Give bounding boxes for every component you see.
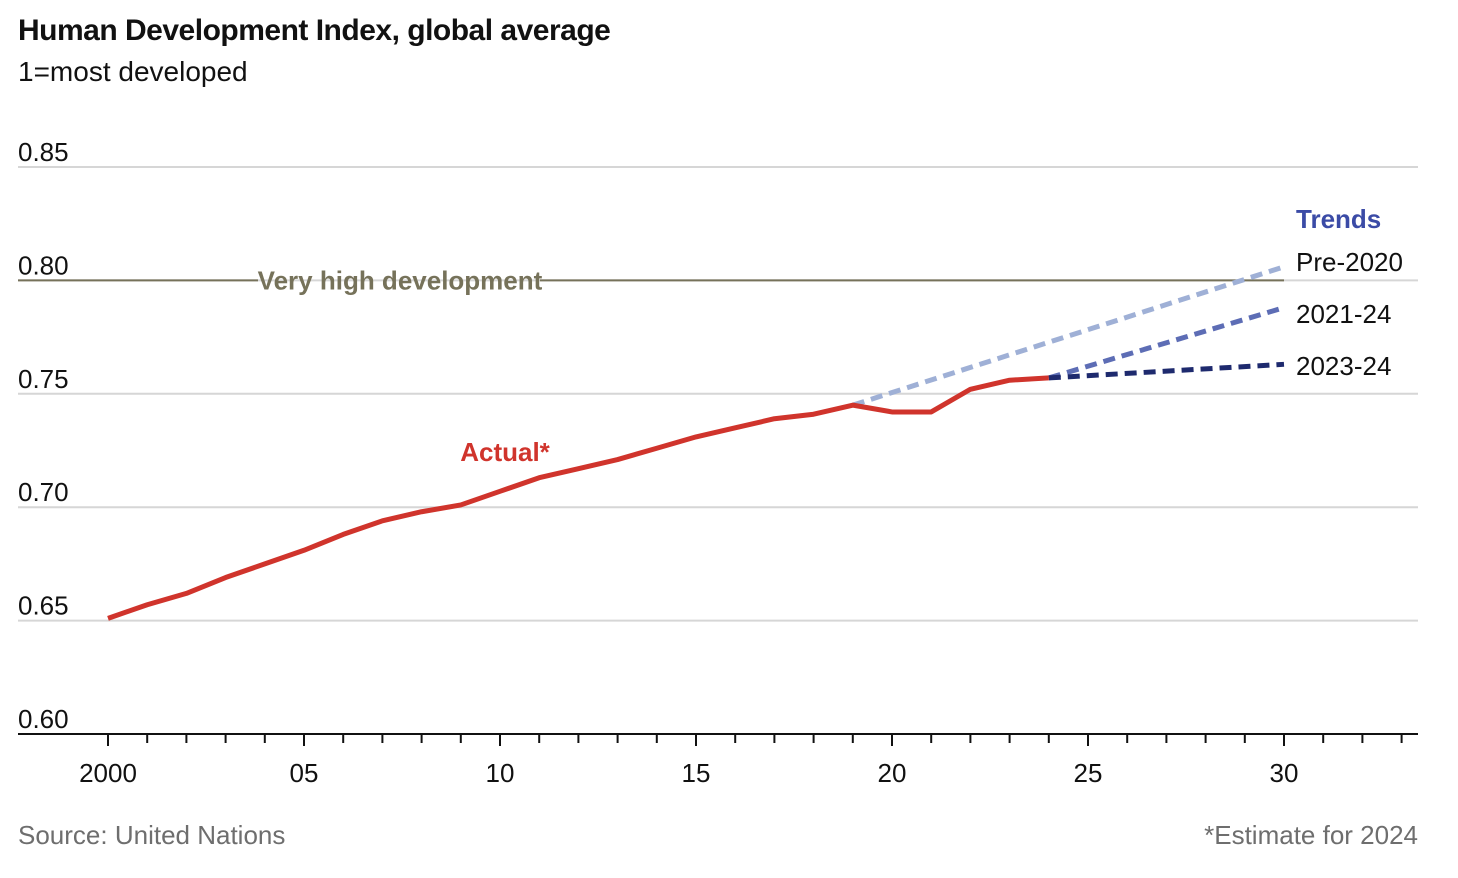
series-group — [107, 264, 1285, 621]
y-axis-labels: 0.85 0.80 0.75 0.70 0.65 0.60 — [18, 137, 69, 734]
y-tick-label: 0.75 — [18, 364, 69, 394]
trend-series-label: 2021-24 — [1296, 299, 1391, 329]
trend-line — [1048, 305, 1285, 381]
x-tick-label: 15 — [682, 758, 711, 788]
reference-line-label: Very high development — [258, 265, 543, 295]
series-labels: Actual* Trends Pre-2020 2021-24 2023-24 — [460, 204, 1403, 467]
gridlines — [18, 166, 1418, 622]
y-tick-label: 0.85 — [18, 137, 69, 167]
trend-series-label: Pre-2020 — [1296, 247, 1403, 277]
x-tick-label: 20 — [878, 758, 907, 788]
y-tick-label: 0.80 — [18, 250, 69, 280]
chart-subtitle: 1=most developed — [18, 56, 248, 87]
trend-line — [852, 264, 1285, 408]
source-note: Source: United Nations — [18, 820, 286, 850]
x-tick-label: 2000 — [79, 758, 137, 788]
reference-line-group: Very high development — [18, 265, 1284, 295]
trends-heading: Trends — [1296, 204, 1381, 234]
y-tick-label: 0.70 — [18, 477, 69, 507]
y-tick-label: 0.60 — [18, 704, 69, 734]
x-tick-label: 10 — [486, 758, 515, 788]
footnote: *Estimate for 2024 — [1204, 820, 1418, 850]
actual-line — [107, 375, 1049, 621]
y-tick-label: 0.65 — [18, 591, 69, 621]
chart-title: Human Development Index, global average — [18, 14, 611, 47]
trend-series-label: 2023-24 — [1296, 351, 1391, 381]
x-axis: 2000 05 10 15 20 25 30 — [18, 733, 1418, 788]
x-tick-label: 05 — [290, 758, 319, 788]
x-tick-label: 25 — [1074, 758, 1103, 788]
trend-line — [1048, 361, 1285, 381]
actual-series-label: Actual* — [460, 437, 550, 467]
x-tick-label: 30 — [1270, 758, 1299, 788]
